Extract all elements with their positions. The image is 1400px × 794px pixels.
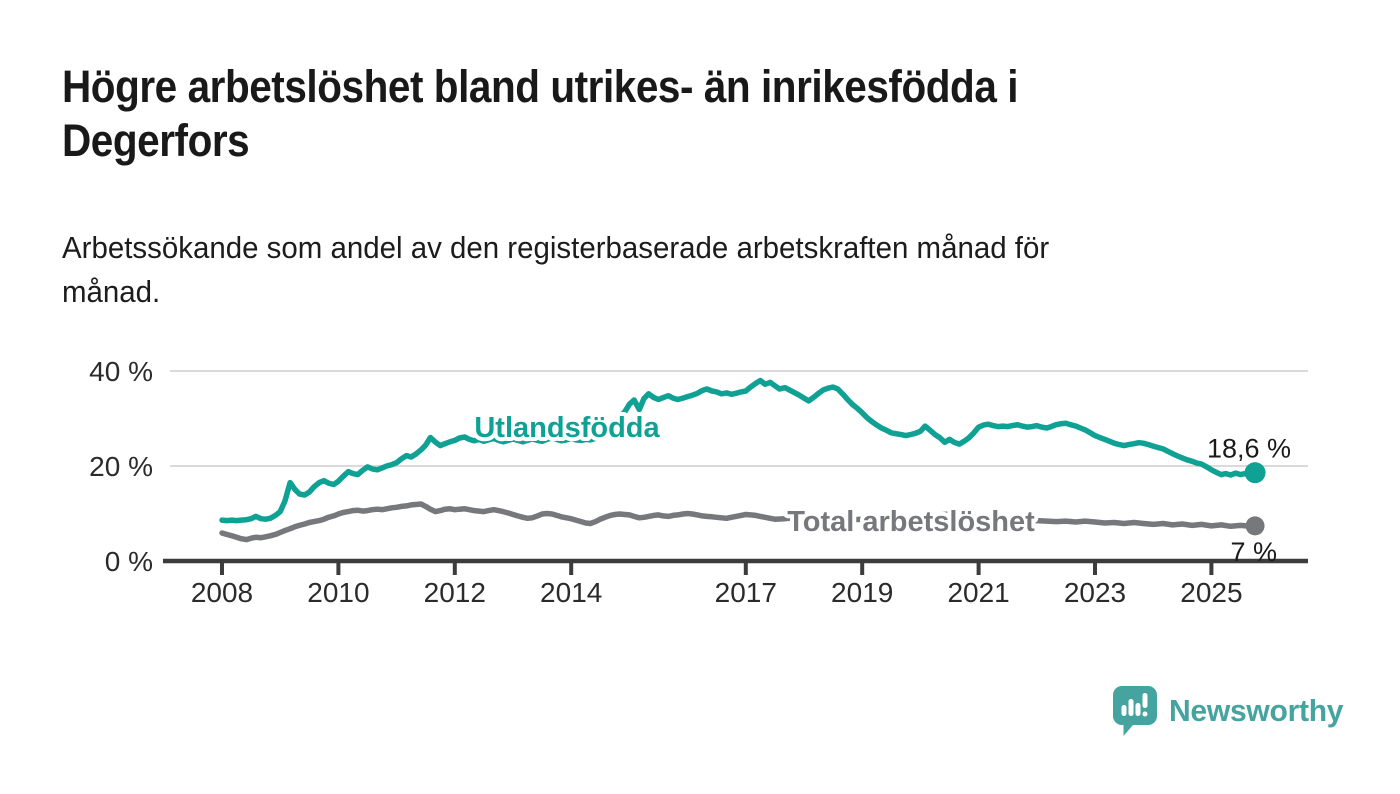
newsworthy-logo: Newsworthy bbox=[1112, 685, 1349, 737]
page-title-line-2: Degerfors bbox=[62, 115, 250, 166]
newsworthy-brand-text: Newsworthy bbox=[1169, 693, 1344, 728]
speech-bubble-shape bbox=[1113, 686, 1157, 736]
series-label-utlandsf-dda: Utlandsfödda bbox=[474, 412, 660, 444]
x-tick-label-2019: 2019 bbox=[831, 577, 893, 608]
x-tick-label-2021: 2021 bbox=[947, 577, 1009, 608]
newsworthy-logo-icon bbox=[1113, 686, 1157, 736]
exclamation-dot bbox=[1142, 711, 1148, 717]
end-value-label-utlandsf-dda: 18,6 % bbox=[1207, 434, 1291, 464]
x-tick-label-2025: 2025 bbox=[1180, 577, 1242, 608]
page-title-line-1: Högre arbetslöshet bland utrikes- än inr… bbox=[62, 61, 1019, 112]
x-tick-label-2014: 2014 bbox=[540, 577, 602, 608]
end-dot-utlandsf-dda bbox=[1244, 462, 1266, 484]
page-subtitle: Arbetssökande som andel av den registerb… bbox=[62, 226, 1049, 314]
series-label-total-arbetsl-shet: Total arbetslöshet bbox=[787, 506, 1035, 538]
y-tick-label-40: 40 % bbox=[89, 356, 153, 387]
x-tick-label-2010: 2010 bbox=[307, 577, 369, 608]
end-dot-total-arbetsl-shet bbox=[1245, 516, 1265, 536]
x-tick-label-2008: 2008 bbox=[191, 577, 253, 608]
exclamation-stem bbox=[1142, 693, 1148, 708]
page-title: Högre arbetslöshet bland utrikes- än inr… bbox=[62, 60, 1018, 168]
x-tick-label-2023: 2023 bbox=[1064, 577, 1126, 608]
y-tick-label-0: 0 % bbox=[105, 546, 153, 577]
page-subtitle-line-1: Arbetssökande som andel av den registerb… bbox=[62, 230, 1050, 265]
series-line-total-arbetsl-shet bbox=[219, 501, 1258, 543]
x-tick-label-2017: 2017 bbox=[715, 577, 777, 608]
bar-chart-glyph bbox=[1121, 693, 1148, 717]
end-value-label-total-arbetsl-shet: 7 % bbox=[1231, 537, 1278, 567]
x-tick-label-2012: 2012 bbox=[424, 577, 486, 608]
y-tick-label-20: 20 % bbox=[89, 451, 153, 482]
series-line-utlandsf-dda bbox=[219, 377, 1258, 524]
page-subtitle-line-2: månad. bbox=[62, 274, 161, 309]
